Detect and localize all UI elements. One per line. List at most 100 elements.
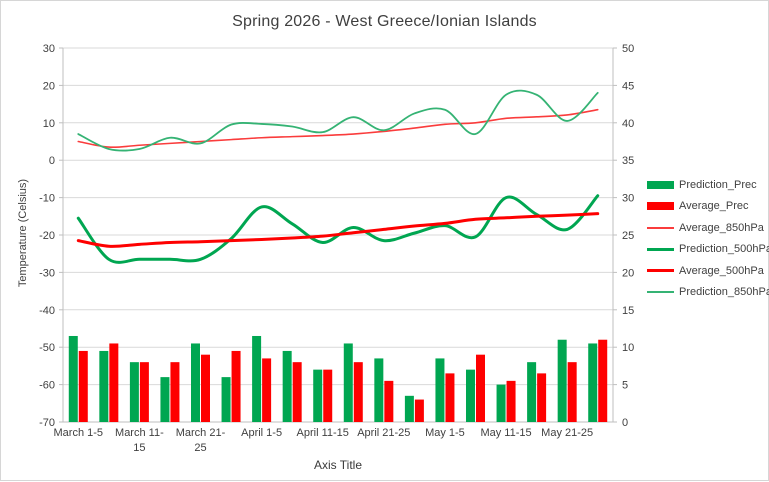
legend-item-average_850hpa: Average_850hPa — [647, 221, 769, 234]
right-axis-tick-label: 35 — [622, 155, 634, 167]
x-axis-tick-labels: March 1-5 March 11-15 March 21-25 April 1-5… — [54, 427, 594, 454]
line-average_500hpa — [76, 212, 600, 248]
bar-average_prec — [353, 362, 363, 422]
right-axis-tick-label: 10 — [622, 342, 634, 354]
bar-prediction_prec — [435, 358, 445, 422]
left-axis-tick-label: 10 — [43, 118, 55, 130]
bar-average_prec — [323, 369, 333, 422]
legend-item-prediction_850hpa: Prediction_850hPa — [647, 286, 769, 299]
x-axis-title: Axis Title — [313, 458, 362, 472]
x-axis-tick-label: March 1-5 — [54, 427, 104, 439]
x-axis-tick-label: April 1-5 — [241, 427, 282, 439]
bar-prediction_prec — [99, 350, 109, 422]
left-axis-tick-label: -40 — [39, 305, 55, 317]
line-average_850hpa — [77, 108, 599, 149]
x-axis-tick-label: May 1-5 — [425, 427, 465, 439]
left-axis-tick-label: -60 — [39, 380, 55, 392]
left-axis-tick-label: -10 — [39, 193, 55, 205]
bar-prediction_prec — [496, 384, 506, 422]
bar-prediction_prec — [252, 335, 262, 422]
bar-average_prec — [262, 358, 272, 422]
bar-average_prec — [292, 362, 302, 422]
bar-average_prec — [506, 380, 516, 422]
x-axis-tick-label: April 21-25 — [357, 427, 410, 439]
bar-average_prec — [476, 354, 485, 422]
bar-prediction_prec — [160, 377, 170, 422]
x-axis-tick-label: May 21-25 — [541, 427, 593, 439]
gridlines — [63, 47, 613, 423]
legend-label: Average_850hPa — [679, 221, 764, 234]
left-axis-tick-label: 0 — [49, 155, 55, 167]
legend-line-swatch — [647, 291, 674, 293]
legend-line-swatch — [647, 226, 674, 229]
legend-item-average_500hpa: Average_500hPa — [647, 264, 769, 277]
series-prediction_prec — [68, 335, 598, 422]
right-axis-tick-label: 30 — [622, 193, 634, 205]
bar-prediction_prec — [129, 362, 139, 422]
axis-ticks — [59, 47, 617, 423]
x-axis-tick-label: March 11-15 — [115, 427, 164, 454]
chart-legend: Prediction_Prec Average_Prec Average_850hP… — [647, 178, 769, 307]
legend-bar-swatch — [647, 202, 674, 210]
bar-average_prec — [201, 354, 210, 422]
legend-label: Prediction_500hPa — [679, 243, 769, 255]
line-prediction_850hpa — [77, 89, 599, 152]
line-prediction_500hpa — [76, 194, 600, 264]
bar-prediction_prec — [68, 335, 78, 422]
bar-prediction_prec — [557, 339, 567, 422]
legend-label: Average_Prec — [679, 200, 749, 212]
bar-prediction_prec — [374, 358, 384, 422]
bar-average_prec — [567, 362, 577, 422]
bar-prediction_prec — [404, 395, 414, 422]
bar-prediction_prec — [527, 362, 537, 422]
bar-prediction_prec — [221, 377, 231, 422]
right-axis-tick-label: 15 — [622, 305, 634, 317]
legend-item-prediction_prec: Prediction_Prec — [647, 178, 769, 191]
bar-prediction_prec — [343, 343, 353, 422]
right-axis-tick-label: 20 — [622, 267, 634, 279]
legend-label: Prediction_850hPa — [679, 286, 769, 298]
x-axis-tick-label: May 11-15 — [480, 427, 531, 439]
bar-prediction_prec — [466, 369, 475, 422]
bar-average_prec — [170, 362, 180, 422]
bar-average_prec — [414, 399, 424, 422]
x-axis-tick-label: April 11-15 — [297, 427, 349, 439]
left-axis-tick-label: 30 — [43, 43, 55, 55]
bar-prediction_prec — [282, 350, 292, 422]
right-axis-tick-label: 0 — [622, 417, 628, 429]
chart-title: Spring 2026 - West Greece/Ionian Islands — [232, 13, 537, 30]
bar-average_prec — [598, 339, 608, 422]
bar-average_prec — [537, 373, 547, 422]
left-axis-tick-label: 20 — [43, 80, 55, 92]
legend-line-swatch — [647, 269, 674, 272]
bar-prediction_prec — [313, 369, 323, 422]
bar-prediction_prec — [191, 343, 200, 422]
left-axis-tick-label: -30 — [39, 267, 55, 279]
y-axis-title: Temperature (Celsius) — [17, 178, 29, 288]
legend-label: Prediction_Prec — [679, 178, 757, 191]
bar-average_prec — [78, 350, 88, 422]
bar-average_prec — [231, 350, 241, 422]
legend-label: Average_500hPa — [679, 264, 764, 277]
axis-lines — [62, 48, 614, 422]
bar-average_prec — [384, 380, 394, 422]
right-axis-tick-label: 40 — [622, 118, 634, 130]
x-axis-tick-label: March 21-25 — [176, 427, 226, 454]
bar-average_prec — [445, 373, 455, 422]
bar-average_prec — [109, 343, 119, 422]
right-axis-tick-label: 25 — [622, 230, 634, 242]
right-axis-tick-label: 5 — [622, 380, 628, 392]
legend-item-average_prec: Average_Prec — [647, 200, 769, 213]
right-axis-tick-label: 50 — [622, 43, 634, 55]
legend-line-swatch — [647, 247, 674, 251]
left-axis-tick-label: -20 — [39, 230, 55, 242]
bar-prediction_prec — [588, 343, 598, 422]
legend-bar-swatch — [647, 180, 674, 189]
right-axis-tick-label: 45 — [622, 80, 634, 92]
left-axis-tick-label: -50 — [39, 342, 55, 354]
y-axis-tick-labels: 30 20 10 0 -10 -20 -30 -40 -50 -60 -70 0 5 10 15 20 25 30… — [39, 43, 634, 429]
legend-item-prediction_500hpa: Prediction_500hPa — [647, 243, 769, 256]
bar-average_prec — [139, 362, 149, 422]
